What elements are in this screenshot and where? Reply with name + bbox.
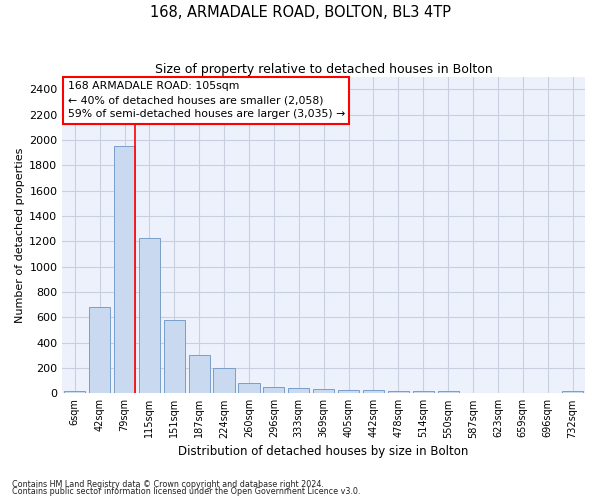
Bar — [114, 146, 135, 394]
Bar — [463, 392, 484, 394]
Text: Contains HM Land Registry data © Crown copyright and database right 2024.: Contains HM Land Registry data © Crown c… — [12, 480, 324, 489]
Bar — [214, 368, 235, 394]
Y-axis label: Number of detached properties: Number of detached properties — [15, 148, 25, 322]
Bar — [413, 391, 434, 394]
Bar — [64, 392, 85, 394]
Title: Size of property relative to detached houses in Bolton: Size of property relative to detached ho… — [155, 62, 493, 76]
Bar — [487, 392, 508, 394]
Text: 168 ARMADALE ROAD: 105sqm
← 40% of detached houses are smaller (2,058)
59% of se: 168 ARMADALE ROAD: 105sqm ← 40% of detac… — [68, 82, 345, 120]
Text: Contains public sector information licensed under the Open Government Licence v3: Contains public sector information licen… — [12, 487, 361, 496]
Bar — [188, 354, 210, 394]
Bar — [313, 389, 334, 394]
Bar — [288, 388, 310, 394]
Bar — [89, 307, 110, 394]
Bar — [238, 383, 260, 394]
Bar — [139, 238, 160, 394]
Bar — [164, 320, 185, 394]
Bar — [512, 393, 533, 394]
X-axis label: Distribution of detached houses by size in Bolton: Distribution of detached houses by size … — [178, 444, 469, 458]
Text: 168, ARMADALE ROAD, BOLTON, BL3 4TP: 168, ARMADALE ROAD, BOLTON, BL3 4TP — [149, 5, 451, 20]
Bar — [562, 391, 583, 394]
Bar — [363, 390, 384, 394]
Bar — [437, 391, 458, 394]
Bar — [338, 390, 359, 394]
Bar — [263, 387, 284, 394]
Bar — [388, 390, 409, 394]
